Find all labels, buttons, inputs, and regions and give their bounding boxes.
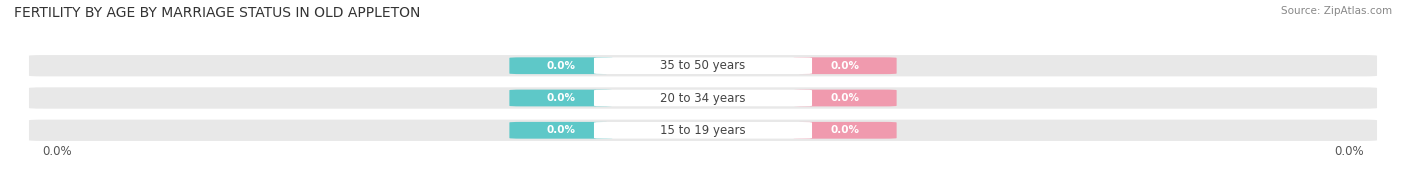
- Text: 20 to 34 years: 20 to 34 years: [661, 92, 745, 104]
- Text: 0.0%: 0.0%: [547, 61, 575, 71]
- FancyBboxPatch shape: [30, 55, 1376, 76]
- FancyBboxPatch shape: [30, 120, 1376, 141]
- Text: 15 to 19 years: 15 to 19 years: [661, 124, 745, 137]
- Text: FERTILITY BY AGE BY MARRIAGE STATUS IN OLD APPLETON: FERTILITY BY AGE BY MARRIAGE STATUS IN O…: [14, 6, 420, 20]
- FancyBboxPatch shape: [509, 57, 613, 74]
- Text: 35 to 50 years: 35 to 50 years: [661, 59, 745, 72]
- FancyBboxPatch shape: [593, 90, 813, 106]
- FancyBboxPatch shape: [509, 90, 613, 106]
- FancyBboxPatch shape: [793, 57, 897, 74]
- Text: 0.0%: 0.0%: [42, 145, 72, 158]
- FancyBboxPatch shape: [593, 122, 813, 139]
- FancyBboxPatch shape: [30, 87, 1376, 109]
- FancyBboxPatch shape: [509, 122, 613, 139]
- Text: 0.0%: 0.0%: [831, 93, 859, 103]
- Text: Source: ZipAtlas.com: Source: ZipAtlas.com: [1281, 6, 1392, 16]
- FancyBboxPatch shape: [793, 90, 897, 106]
- Text: 0.0%: 0.0%: [831, 61, 859, 71]
- Text: 0.0%: 0.0%: [1334, 145, 1364, 158]
- Text: 0.0%: 0.0%: [547, 125, 575, 135]
- Text: 0.0%: 0.0%: [547, 93, 575, 103]
- FancyBboxPatch shape: [793, 122, 897, 139]
- Text: 0.0%: 0.0%: [831, 125, 859, 135]
- FancyBboxPatch shape: [593, 57, 813, 74]
